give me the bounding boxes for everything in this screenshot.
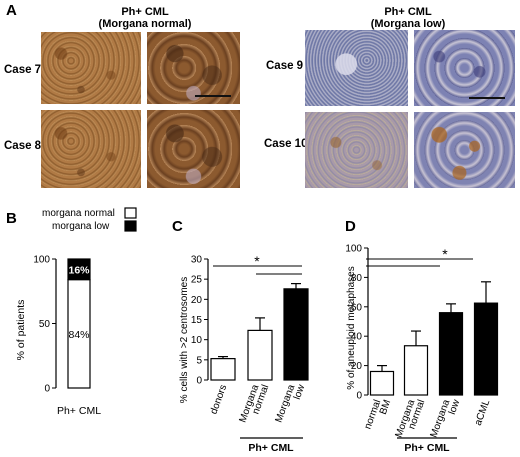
panel-b-y-axis: 0 50 100 — [33, 255, 57, 395]
case-9-label: Case 9 — [266, 60, 304, 72]
x-tick-label: low — [447, 398, 463, 417]
case-9-low-mag-image — [305, 30, 408, 106]
x-tick-label: low — [292, 383, 308, 402]
legend-swatch-normal — [124, 207, 137, 219]
legend-label-normal: morgana normal — [42, 208, 115, 219]
left-title-line1: Ph+ CML — [121, 6, 169, 18]
y-tick-label: 50 — [39, 319, 51, 330]
bar — [210, 358, 236, 381]
case-10-low-mag-image — [305, 112, 408, 188]
case-8-label: Case 8 — [4, 140, 42, 152]
case-10-high-mag-image — [414, 112, 515, 188]
panel-b-letter: B — [6, 210, 17, 227]
case-10-label: Case 10 — [264, 138, 308, 150]
y-tick-label: 20 — [351, 361, 363, 372]
bar — [247, 329, 273, 381]
significance-star: * — [442, 246, 448, 262]
case-7-label: Case 7 — [4, 64, 42, 76]
case-9-high-mag-image — [414, 30, 515, 106]
y-tick-label: 25 — [191, 275, 203, 286]
left-title-line2: (Morgana normal) — [98, 18, 192, 30]
right-title-line1: Ph+ CML — [384, 6, 432, 18]
y-tick-label: 5 — [196, 355, 202, 366]
y-tick-label: 40 — [351, 332, 363, 343]
y-tick-label: 100 — [33, 255, 50, 266]
bar — [473, 302, 499, 396]
case-7-high-mag-image — [147, 32, 240, 104]
y-tick-label: 20 — [191, 295, 203, 306]
panel-b-bars — [67, 258, 91, 389]
right-title-line2: (Morgana low) — [370, 18, 446, 30]
significance-star: * — [254, 253, 260, 269]
panel-d-bars — [369, 281, 499, 396]
panel-d-ylabel: % of aneuploid metaphases — [346, 266, 357, 389]
y-tick-label: 0 — [356, 391, 362, 402]
x-tick-label: BM — [378, 398, 393, 416]
scale-bar — [195, 95, 231, 97]
y-tick-label: 30 — [191, 255, 203, 266]
panel-d-letter: D — [345, 218, 356, 235]
y-tick-label: 80 — [351, 273, 363, 284]
panel-c-group-label: Ph+ CML — [248, 442, 294, 454]
pct-normal-label: 84% — [68, 329, 89, 341]
panel-b-xlabel: Ph+ CML — [57, 405, 101, 417]
scale-bar — [469, 97, 505, 99]
x-tick-label: aCML — [473, 398, 493, 427]
panel-c-bars — [210, 283, 309, 381]
panel-c-letter: C — [172, 218, 183, 235]
panel-b-chart: morgana normal morgana low 0 50 100 16% 84… — [15, 207, 137, 417]
pct-low-label: 16% — [68, 264, 90, 276]
y-tick-label: 100 — [345, 244, 362, 255]
panel-a-letter: A — [6, 2, 17, 19]
panel-c-ylabel: % cells with >2 centrosomes — [179, 277, 190, 403]
y-tick-label: 0 — [196, 376, 202, 387]
panel-b-ylabel: % of patients — [15, 300, 27, 361]
legend-label-low: morgana low — [52, 221, 110, 232]
legend-swatch-low — [124, 220, 137, 232]
panel-d-group-label: Ph+ CML — [404, 442, 450, 454]
bar — [283, 288, 309, 381]
case-7-low-mag-image — [41, 32, 141, 104]
bar — [438, 312, 464, 396]
case-8-high-mag-image — [147, 110, 240, 188]
y-tick-label: 10 — [191, 335, 203, 346]
stacked-bar-segment — [67, 258, 91, 281]
bar — [403, 345, 429, 396]
y-tick-label: 60 — [351, 302, 363, 313]
y-tick-label: 15 — [191, 315, 203, 326]
y-tick-label: 0 — [44, 384, 50, 395]
panel-a-left-title: Ph+ CML (Morgana normal) — [60, 6, 230, 30]
panel-a-right-title: Ph+ CML (Morgana low) — [318, 6, 498, 30]
x-tick-label: donors — [209, 383, 230, 415]
bar — [369, 370, 395, 396]
panel-d-y-axis: 0 20 40 60 80 100 — [345, 244, 369, 402]
case-8-low-mag-image — [41, 110, 141, 188]
panel-c-y-axis: 0 5 10 15 20 25 30 — [191, 255, 209, 387]
